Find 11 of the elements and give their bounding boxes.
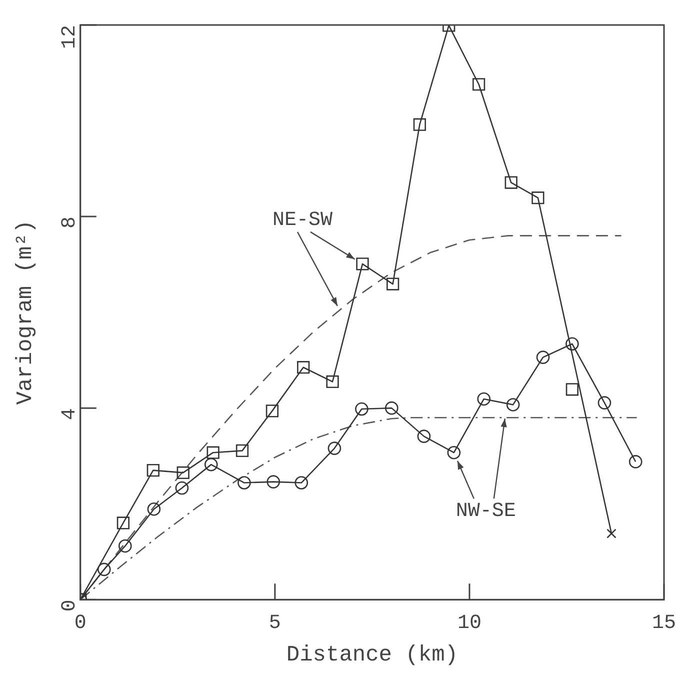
- x-tick-label: 5: [268, 612, 281, 635]
- y-tick-label: 8: [58, 216, 82, 229]
- y-tick-label: 0: [58, 600, 82, 612]
- y-tick-label: 12: [58, 25, 82, 50]
- x-tick-label: 10: [457, 612, 482, 635]
- x-tick-label: 15: [652, 612, 676, 635]
- x-axis-title: Distance (km): [286, 642, 458, 668]
- y-tick-label: 4: [58, 408, 82, 420]
- annotation: NW-SE: [456, 500, 516, 523]
- y-axis-title: Variogram (m²): [13, 220, 38, 405]
- annotation: NE-SW: [272, 209, 332, 232]
